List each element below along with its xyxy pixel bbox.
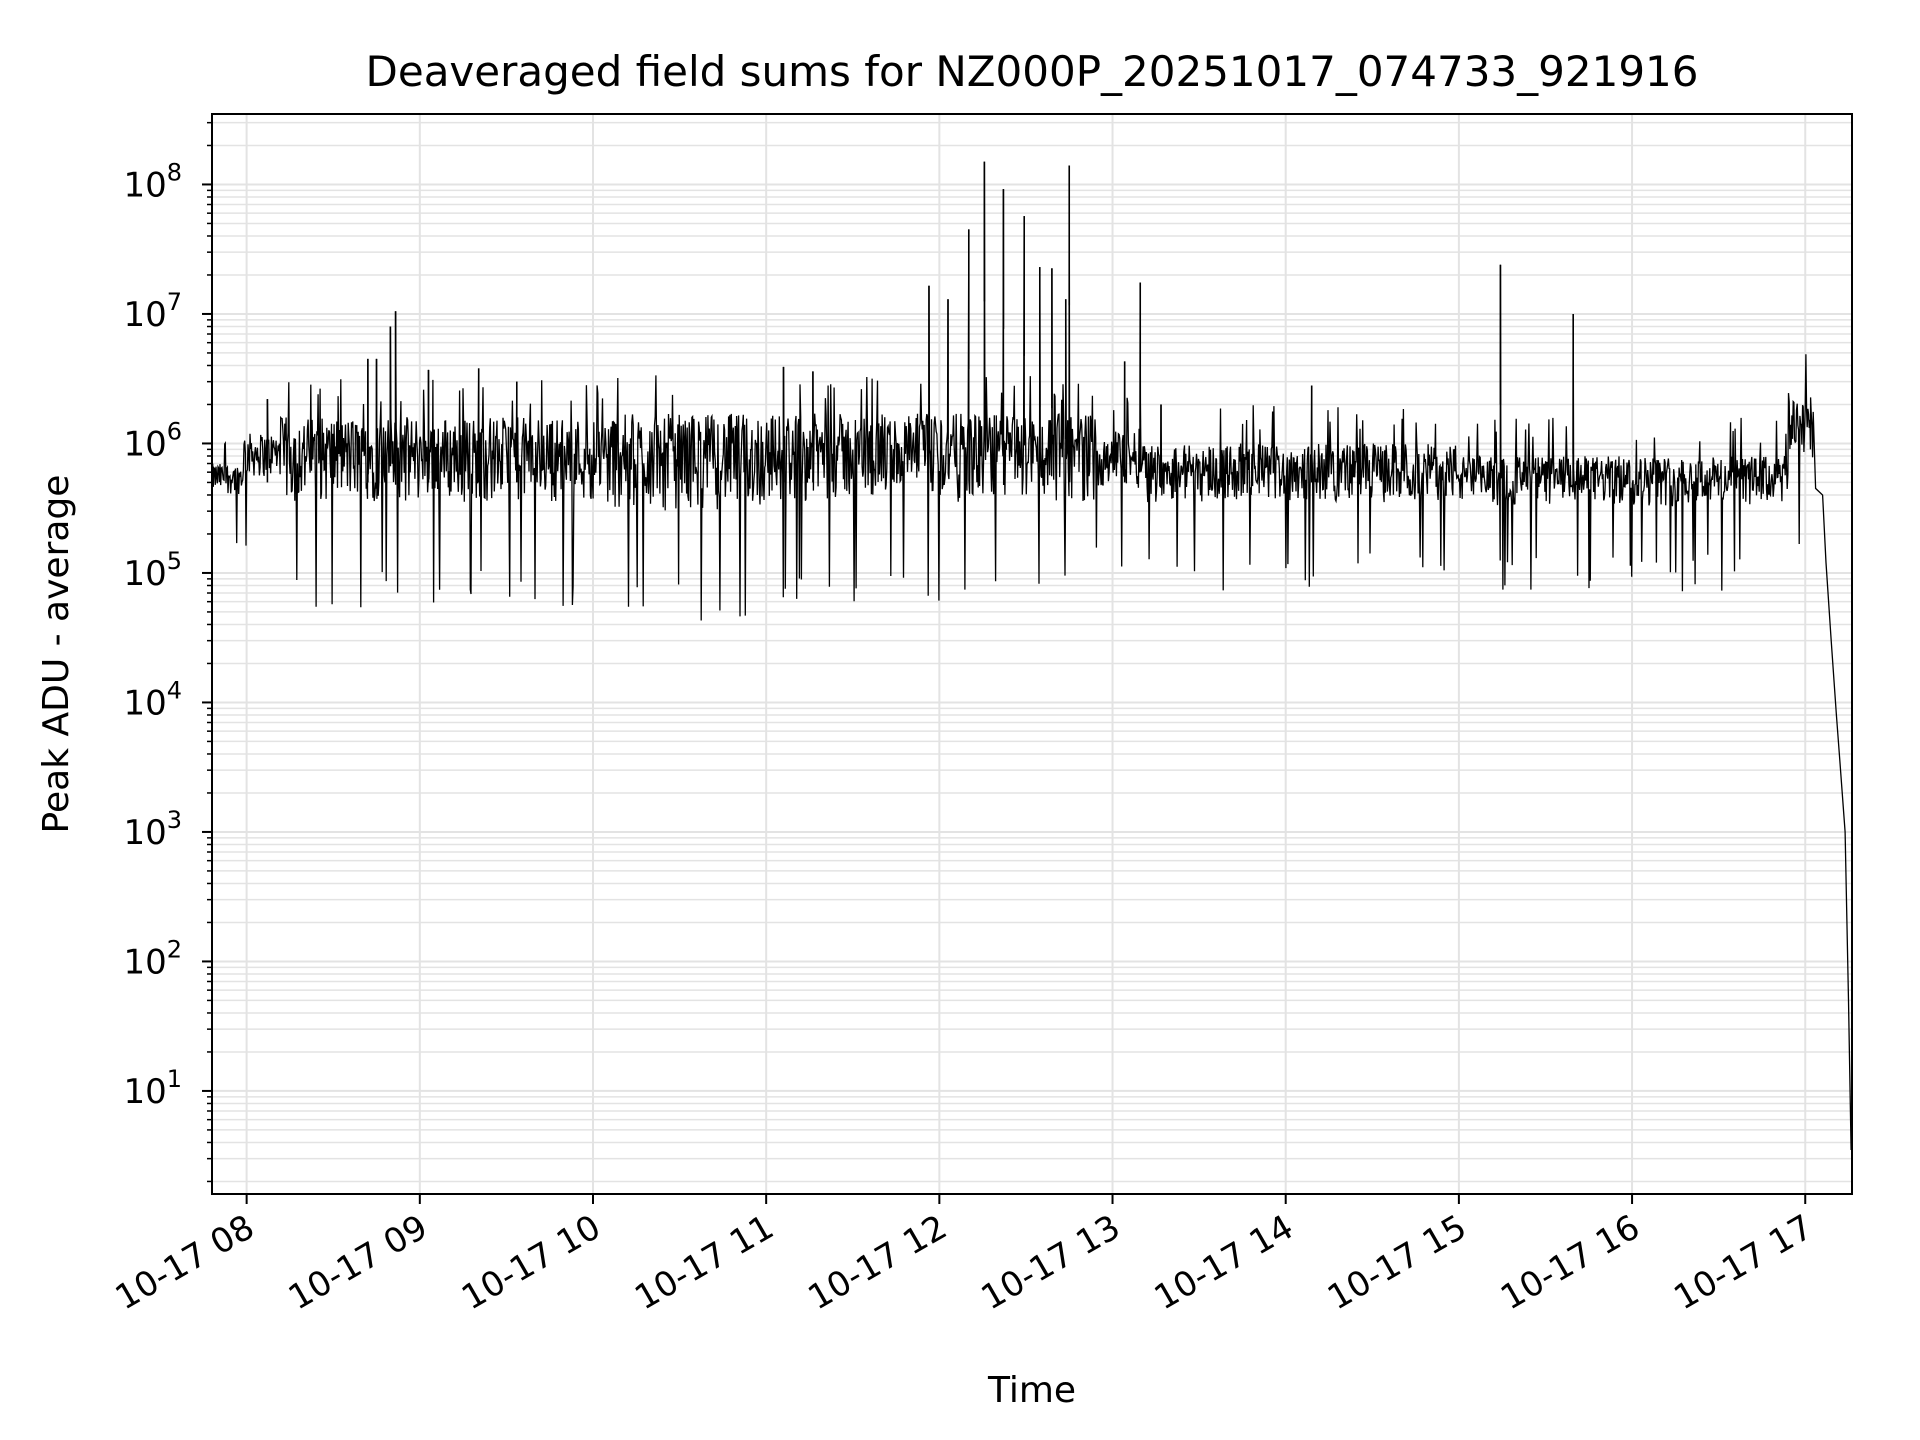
y-tick-base: 10 xyxy=(123,295,166,335)
y-tick-base: 10 xyxy=(123,424,166,464)
y-tick-base: 10 xyxy=(123,813,166,853)
y-tick-base: 10 xyxy=(123,1072,166,1112)
y-tick-base: 10 xyxy=(123,683,166,723)
y-tick-base: 10 xyxy=(123,554,166,594)
y-tick-exponent: 3 xyxy=(167,806,182,834)
y-tick-base: 10 xyxy=(123,165,166,205)
y-tick-label: 101 xyxy=(123,1065,182,1112)
y-tick-exponent: 1 xyxy=(167,1065,182,1093)
series-line xyxy=(211,161,1852,1151)
y-tick-label: 107 xyxy=(123,288,182,335)
y-tick-label: 103 xyxy=(123,806,182,853)
chart-title: Deaveraged field sums for NZ000P_2025101… xyxy=(366,47,1699,96)
grid xyxy=(212,114,1852,1194)
y-tick-base: 10 xyxy=(123,942,166,982)
y-tick-label: 102 xyxy=(123,935,182,982)
y-tick-exponent: 5 xyxy=(167,547,182,575)
y-tick-label: 105 xyxy=(123,547,182,594)
y-tick-exponent: 4 xyxy=(167,676,182,704)
y-tick-exponent: 2 xyxy=(167,935,182,963)
y-tick-exponent: 6 xyxy=(167,417,182,445)
plot-frame xyxy=(211,113,1853,1195)
x-axis-label: Time xyxy=(987,1370,1076,1411)
y-tick-exponent: 8 xyxy=(167,158,182,186)
y-axis-label: Peak ADU - average xyxy=(36,475,77,834)
y-tick-label: 104 xyxy=(123,676,182,723)
y-tick-label: 108 xyxy=(123,158,182,205)
y-tick-label: 106 xyxy=(123,417,182,464)
y-tick-exponent: 7 xyxy=(167,288,182,316)
